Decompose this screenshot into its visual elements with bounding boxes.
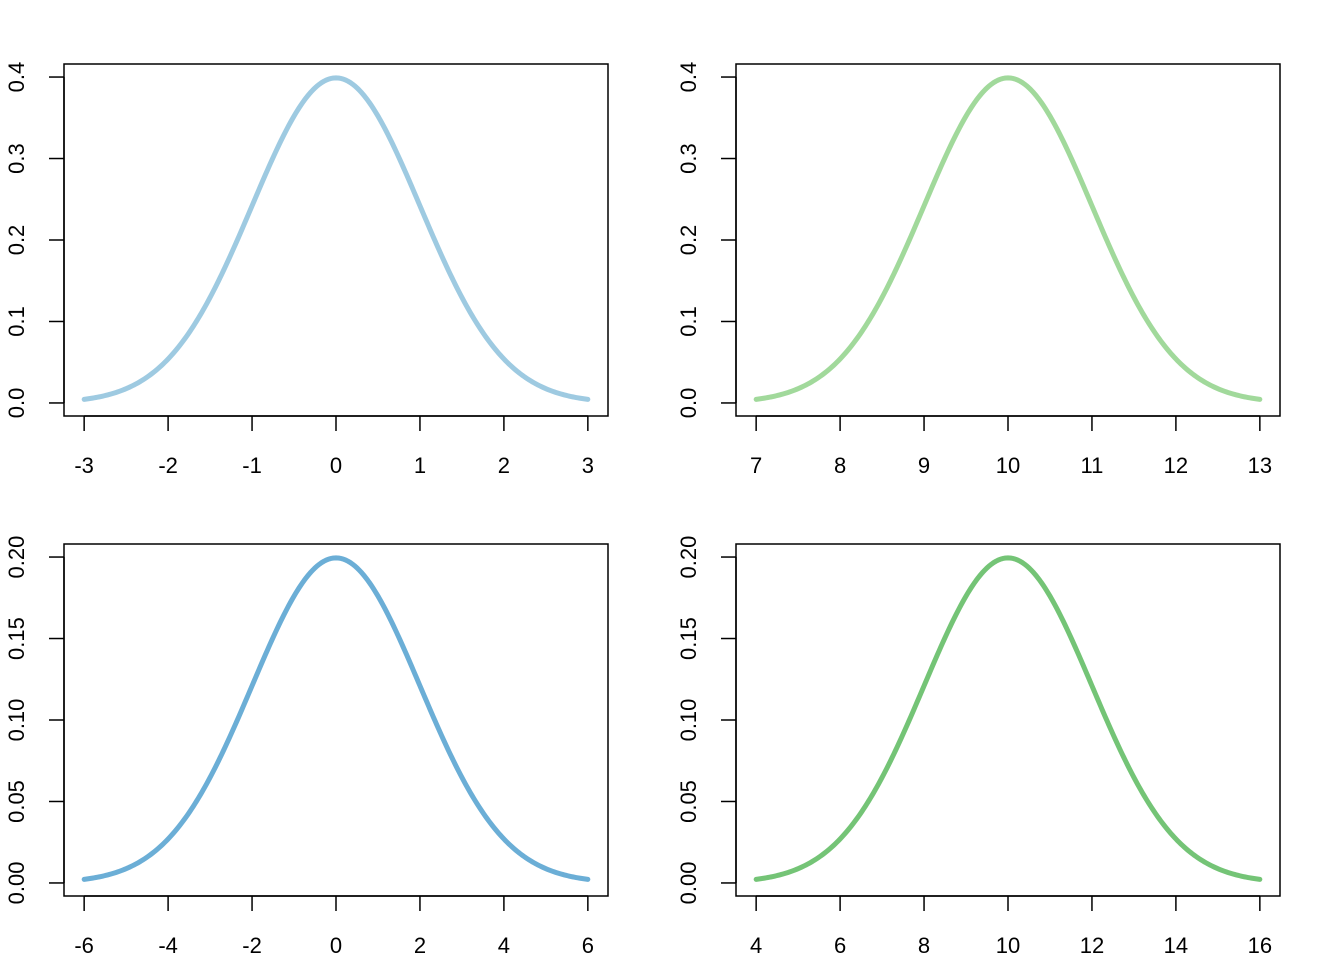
density-curve (81, 555, 591, 882)
x-tick-label: 7 (750, 453, 762, 478)
y-tick-label: 0.05 (4, 780, 29, 823)
x-tick-label: 16 (1248, 933, 1272, 958)
x-tick-label: 13 (1248, 453, 1272, 478)
y-tick-label: 0.0 (4, 388, 29, 419)
x-tick-label: -2 (158, 453, 178, 478)
y-tick-label: 0.05 (676, 780, 701, 823)
x-tick-label: 10 (996, 453, 1020, 478)
plot-frame (63, 543, 609, 897)
panel-2: 7 8 9 10 11 12 13 0.0 0.1 0.2 0.3 0.4 (676, 62, 1281, 478)
y-tick-label: 0.1 (4, 306, 29, 337)
x-tick-label: 6 (834, 933, 846, 958)
y-tick-label: 0.20 (676, 536, 701, 579)
x-tick-label: 8 (834, 453, 846, 478)
x-tick-label: -6 (74, 933, 94, 958)
x-tick-label: -1 (242, 453, 262, 478)
panel-4: 4 6 8 10 12 14 16 0.00 0.05 0.10 0.15 0.20 (676, 536, 1281, 958)
x-tick-label: 2 (414, 933, 426, 958)
x-tick-label: -3 (74, 453, 94, 478)
y-tick-label: 0.3 (676, 143, 701, 174)
y-tick-label: 0.00 (4, 862, 29, 905)
y-tick-label: 0.4 (676, 62, 701, 93)
x-tick-label: 2 (498, 453, 510, 478)
y-tick-label: 0.15 (676, 617, 701, 660)
x-tick-label: 9 (918, 453, 930, 478)
y-tick-label: 0.10 (4, 699, 29, 742)
y-tick-label: 0.3 (4, 143, 29, 174)
x-tick-label: -4 (158, 933, 178, 958)
y-tick-label: 0.2 (4, 225, 29, 256)
y-tick-label: 0.0 (676, 388, 701, 419)
density-curve (81, 75, 591, 402)
y-tick-label: 0.15 (4, 617, 29, 660)
x-tick-label: 14 (1164, 933, 1188, 958)
density-curve (753, 75, 1263, 402)
density-curve (753, 555, 1263, 882)
y-tick-label: 0.2 (676, 225, 701, 256)
x-tick-label: 4 (750, 933, 762, 958)
x-tick-label: 8 (918, 933, 930, 958)
x-tick-label: 12 (1080, 933, 1104, 958)
x-tick-label: 0 (330, 453, 342, 478)
x-tick-label: 11 (1081, 453, 1104, 478)
y-tick-label: 0.20 (4, 536, 29, 579)
x-tick-label: -2 (242, 933, 262, 958)
y-tick-label: 0.1 (676, 306, 701, 337)
plot-frame (735, 63, 1281, 417)
panel-3: -6 -4 -2 0 2 4 6 0.00 0.05 0.10 0.15 0.20 (4, 536, 609, 958)
x-tick-label: 12 (1164, 453, 1188, 478)
y-tick-label: 0.4 (4, 62, 29, 93)
x-tick-label: 10 (996, 933, 1020, 958)
plot-frame (735, 543, 1281, 897)
y-tick-label: 0.10 (676, 699, 701, 742)
x-tick-label: 1 (414, 453, 426, 478)
x-tick-label: 0 (330, 933, 342, 958)
y-tick-label: 0.00 (676, 862, 701, 905)
panel-1: -3 -2 -1 0 1 2 3 0.0 0.1 0.2 0.3 0.4 (4, 62, 609, 478)
x-tick-label: 6 (582, 933, 594, 958)
x-tick-label: 4 (498, 933, 510, 958)
plot-frame (63, 63, 609, 417)
x-tick-label: 3 (582, 453, 594, 478)
